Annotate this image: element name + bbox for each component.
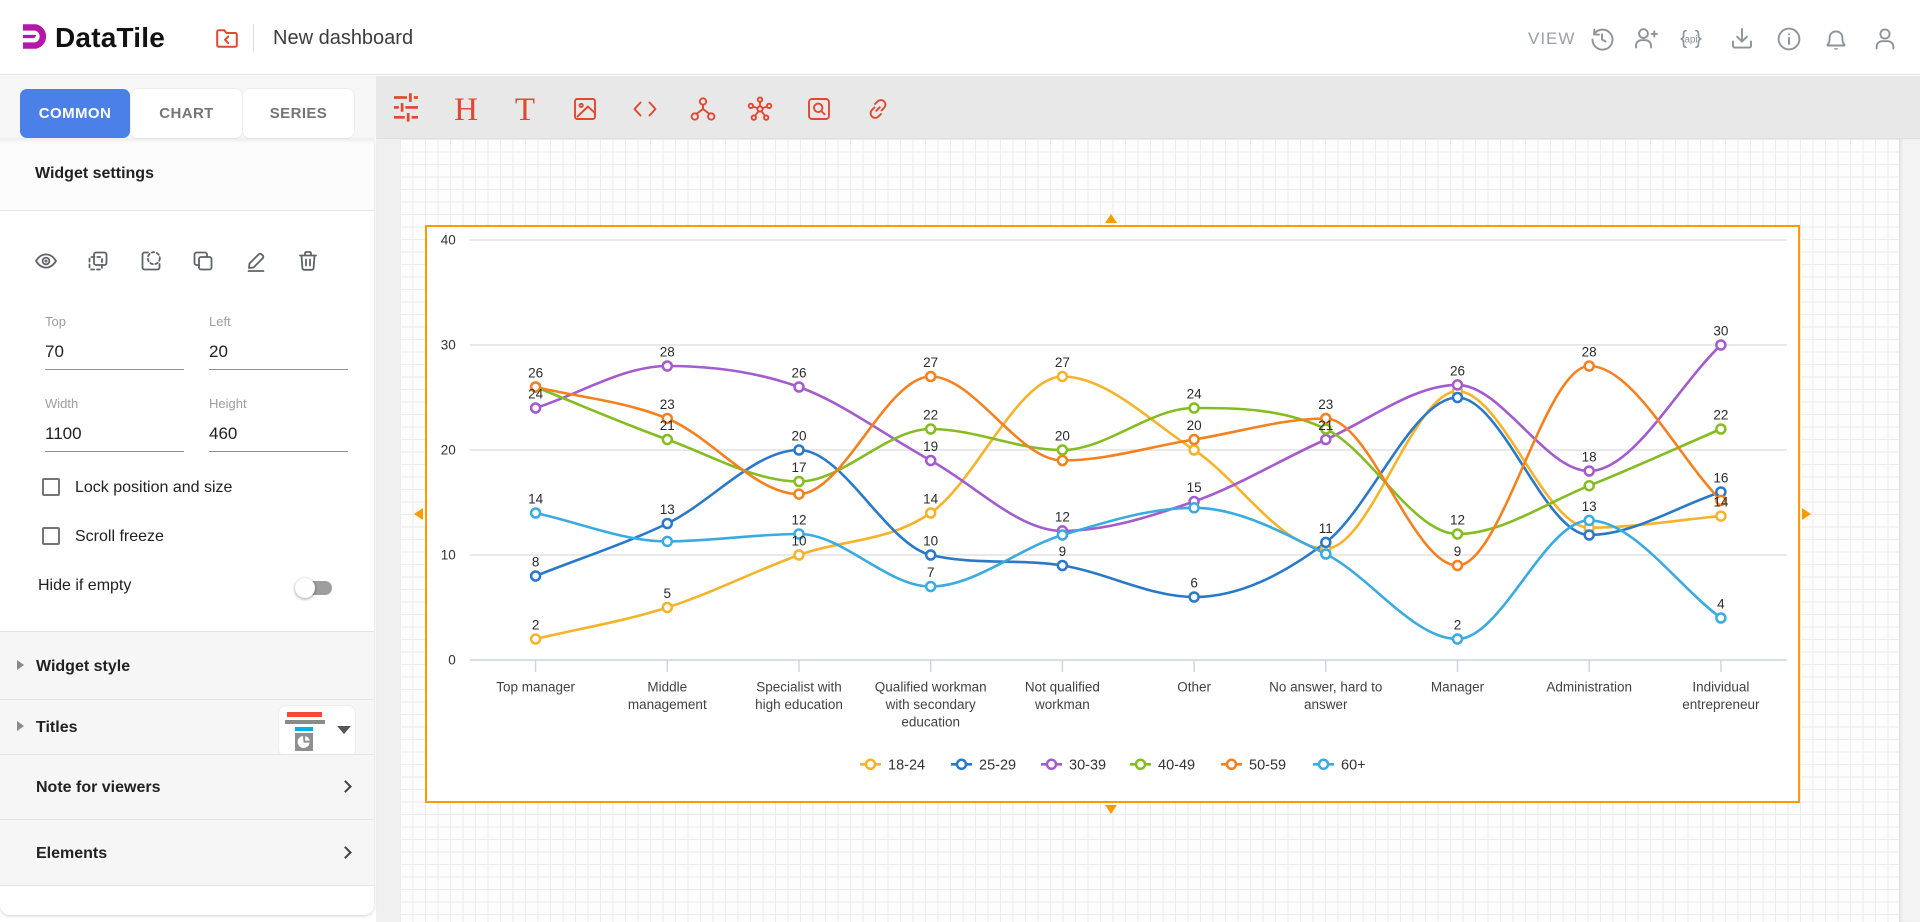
- svg-text:education: education: [901, 715, 960, 730]
- svg-text:17: 17: [791, 460, 806, 475]
- svg-text:11: 11: [1319, 521, 1333, 536]
- svg-text:30: 30: [1713, 324, 1728, 339]
- svg-text:7: 7: [927, 565, 935, 580]
- svg-text:13: 13: [660, 502, 675, 517]
- svg-text:12: 12: [1055, 509, 1070, 524]
- svg-text:10: 10: [923, 534, 938, 549]
- svg-text:30-39: 30-39: [1069, 757, 1106, 773]
- svg-text:15: 15: [1187, 480, 1202, 495]
- svg-text:T: T: [515, 96, 535, 122]
- svg-text:Not qualified: Not qualified: [1025, 680, 1100, 695]
- svg-text:Administration: Administration: [1546, 680, 1632, 695]
- svg-text:13: 13: [1582, 499, 1597, 514]
- svg-text:20: 20: [791, 429, 806, 444]
- svg-text:2: 2: [1454, 618, 1462, 633]
- svg-text:H: H: [454, 96, 478, 122]
- svg-text:api: api: [1684, 35, 1697, 46]
- svg-text:12: 12: [791, 513, 806, 528]
- svg-text:5: 5: [664, 586, 672, 601]
- svg-text:Manager: Manager: [1431, 680, 1485, 695]
- svg-text:Qualified workman: Qualified workman: [875, 680, 987, 695]
- svg-text:30: 30: [441, 338, 456, 353]
- svg-text:9: 9: [1059, 544, 1067, 559]
- svg-text:Other: Other: [1177, 680, 1211, 695]
- svg-text:60+: 60+: [1341, 757, 1366, 773]
- svg-text:10: 10: [441, 548, 456, 563]
- svg-text:0: 0: [448, 653, 456, 668]
- svg-text:23: 23: [660, 397, 675, 412]
- svg-text:40: 40: [441, 233, 456, 248]
- svg-text:workman: workman: [1034, 697, 1090, 712]
- svg-text:26: 26: [1450, 363, 1465, 378]
- svg-text:20: 20: [441, 443, 456, 458]
- svg-text:16: 16: [1713, 471, 1728, 486]
- svg-text:21: 21: [660, 418, 675, 433]
- svg-text:9: 9: [1454, 544, 1462, 559]
- svg-text:25-29: 25-29: [979, 757, 1016, 773]
- svg-text:answer: answer: [1304, 697, 1348, 712]
- svg-text:26: 26: [528, 366, 543, 381]
- svg-text:18-24: 18-24: [888, 757, 925, 773]
- svg-text:28: 28: [1582, 345, 1597, 360]
- svg-text:27: 27: [1055, 355, 1070, 370]
- svg-text:Individual: Individual: [1692, 680, 1749, 695]
- svg-text:14: 14: [923, 492, 939, 507]
- svg-text:6: 6: [1190, 576, 1198, 591]
- svg-text:28: 28: [660, 345, 675, 360]
- svg-text:21: 21: [1318, 418, 1333, 433]
- svg-text:14: 14: [1713, 495, 1729, 510]
- svg-text:14: 14: [528, 492, 544, 507]
- svg-text:23: 23: [1318, 397, 1333, 412]
- svg-text:No answer, hard to: No answer, hard to: [1269, 680, 1382, 695]
- svg-text:Top manager: Top manager: [496, 680, 575, 695]
- svg-text:entrepreneur: entrepreneur: [1682, 697, 1760, 712]
- svg-text:24: 24: [1187, 387, 1203, 402]
- svg-text:22: 22: [1713, 408, 1728, 423]
- svg-text:50-59: 50-59: [1249, 757, 1286, 773]
- svg-text:8: 8: [532, 555, 540, 570]
- svg-text:18: 18: [1582, 450, 1597, 465]
- svg-text:19: 19: [923, 439, 938, 454]
- svg-text:22: 22: [923, 408, 938, 423]
- svg-text:Middle: Middle: [647, 680, 687, 695]
- svg-text:20: 20: [1187, 418, 1202, 433]
- svg-text:26: 26: [791, 366, 806, 381]
- svg-text:12: 12: [1450, 513, 1465, 528]
- svg-text:with secondary: with secondary: [885, 697, 976, 712]
- svg-text:4: 4: [1717, 597, 1725, 612]
- svg-text:high education: high education: [755, 697, 843, 712]
- svg-text:10: 10: [791, 534, 806, 549]
- svg-text:Specialist with: Specialist with: [756, 680, 842, 695]
- svg-text:20: 20: [1055, 429, 1070, 444]
- svg-text:40-49: 40-49: [1158, 757, 1195, 773]
- svg-text:27: 27: [923, 355, 938, 370]
- svg-text:2: 2: [532, 618, 540, 633]
- svg-text:24: 24: [528, 387, 544, 402]
- svg-text:management: management: [628, 697, 707, 712]
